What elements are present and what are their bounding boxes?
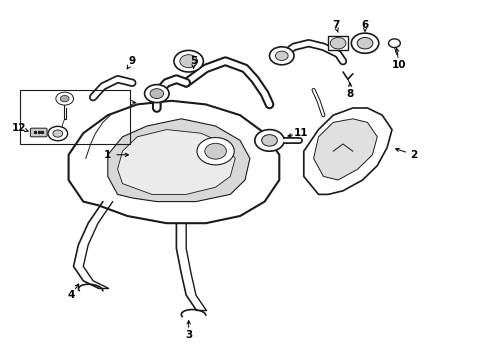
Circle shape xyxy=(275,51,288,60)
Text: 11: 11 xyxy=(294,128,309,138)
Circle shape xyxy=(60,95,69,102)
Circle shape xyxy=(351,33,379,53)
Text: 5: 5 xyxy=(190,56,197,66)
Circle shape xyxy=(262,135,277,146)
Polygon shape xyxy=(314,119,377,180)
Text: 3: 3 xyxy=(185,330,192,340)
Circle shape xyxy=(174,50,203,72)
Text: 12: 12 xyxy=(11,123,26,133)
Text: 9: 9 xyxy=(129,56,136,66)
Bar xyxy=(20,90,130,144)
Polygon shape xyxy=(69,101,279,223)
Text: 8: 8 xyxy=(347,89,354,99)
Circle shape xyxy=(180,55,197,68)
Text: 10: 10 xyxy=(392,60,407,70)
Text: 2: 2 xyxy=(411,150,417,160)
Circle shape xyxy=(53,130,63,137)
Circle shape xyxy=(330,37,346,49)
Text: 7: 7 xyxy=(332,20,340,30)
Polygon shape xyxy=(118,130,235,194)
Circle shape xyxy=(56,92,74,105)
Bar xyxy=(328,36,348,50)
Circle shape xyxy=(255,130,284,151)
Circle shape xyxy=(205,143,226,159)
Text: 4: 4 xyxy=(67,290,75,300)
FancyBboxPatch shape xyxy=(30,128,47,137)
Text: 6: 6 xyxy=(362,20,368,30)
Polygon shape xyxy=(108,119,250,202)
Circle shape xyxy=(270,47,294,65)
Circle shape xyxy=(197,138,234,165)
Polygon shape xyxy=(304,108,392,194)
Circle shape xyxy=(389,39,400,48)
Circle shape xyxy=(145,85,169,103)
Circle shape xyxy=(150,89,164,99)
Text: 1: 1 xyxy=(104,150,111,160)
Circle shape xyxy=(357,37,373,49)
Circle shape xyxy=(48,126,68,141)
